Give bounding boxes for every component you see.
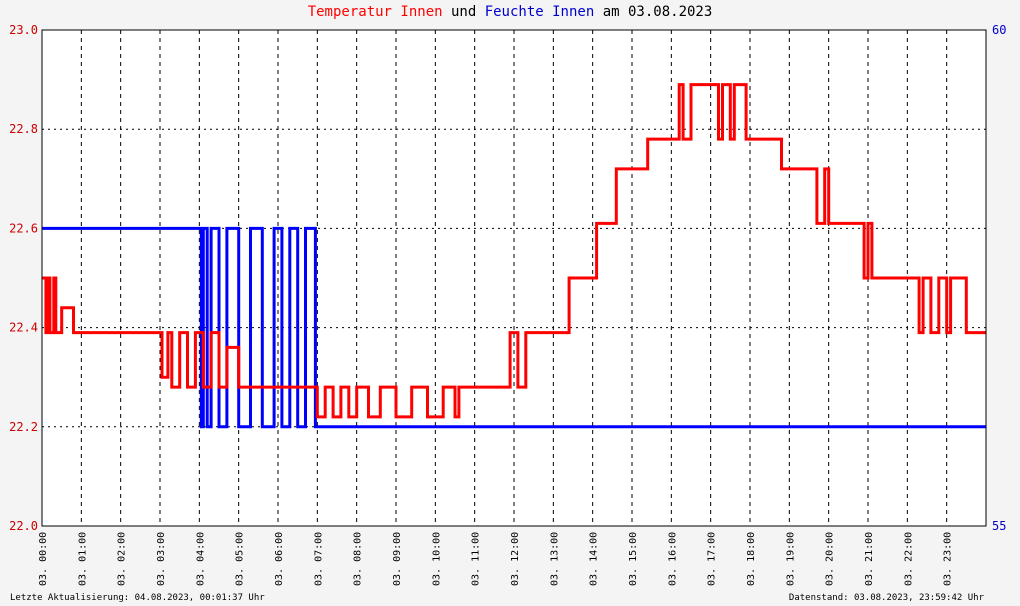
- footer-last-update: Letzte Aktualisierung: 04.08.2023, 00:01…: [10, 593, 265, 603]
- title-humidity: Feuchte Innen: [485, 4, 595, 20]
- title-und: und: [443, 4, 485, 20]
- x-tick-label: 03. 10:00: [431, 532, 442, 586]
- y-right-tick-label: 55: [992, 519, 1006, 533]
- x-tick-label: 03. 01:00: [77, 532, 88, 586]
- x-tick-label: 03. 12:00: [510, 532, 521, 586]
- y-left-tick-label: 23.0: [9, 23, 38, 37]
- x-tick-label: 03. 02:00: [117, 532, 128, 586]
- y-right-tick-label: 60: [992, 23, 1006, 37]
- x-tick-label: 03. 03:00: [156, 532, 167, 586]
- x-tick-label: 03. 14:00: [589, 532, 600, 586]
- y-left-tick-label: 22.0: [9, 519, 38, 533]
- x-tick-label: 03. 21:00: [864, 532, 875, 586]
- x-tick-label: 03. 19:00: [785, 532, 796, 586]
- y-left-tick-label: 22.4: [9, 321, 38, 335]
- x-tick-label: 03. 16:00: [667, 532, 678, 586]
- x-tick-label: 03. 04:00: [195, 532, 206, 586]
- title-temperature: Temperatur Innen: [308, 4, 443, 20]
- x-tick-label: 03. 00:00: [38, 532, 49, 586]
- x-tick-label: 03. 17:00: [707, 532, 718, 586]
- title-date: am 03.08.2023: [594, 4, 712, 20]
- x-tick-label: 03. 07:00: [313, 532, 324, 586]
- x-tick-label: 03. 06:00: [274, 532, 285, 586]
- x-tick-label: 03. 08:00: [353, 532, 364, 586]
- footer-data-status: Datenstand: 03.08.2023, 23:59:42 Uhr: [789, 593, 984, 603]
- x-tick-label: 03. 23:00: [943, 532, 954, 586]
- y-left-tick-label: 22.8: [9, 122, 38, 136]
- chart-title: Temperatur Innen und Feuchte Innen am 03…: [0, 4, 1020, 20]
- y-left-tick-label: 22.2: [9, 420, 38, 434]
- x-tick-label: 03. 15:00: [628, 532, 639, 586]
- x-tick-label: 03. 09:00: [392, 532, 403, 586]
- x-tick-label: 03. 22:00: [903, 532, 914, 586]
- x-tick-label: 03. 11:00: [471, 532, 482, 586]
- x-tick-label: 03. 20:00: [825, 532, 836, 586]
- x-tick-label: 03. 05:00: [235, 532, 246, 586]
- x-tick-label: 03. 13:00: [549, 532, 560, 586]
- y-left-tick-label: 22.6: [9, 221, 38, 235]
- x-tick-label: 03. 18:00: [746, 532, 757, 586]
